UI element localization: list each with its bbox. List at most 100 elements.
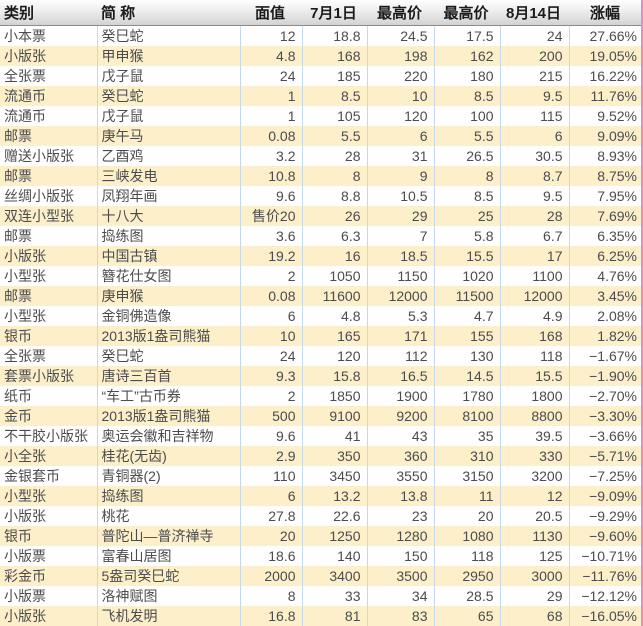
cell-category: 小型张 <box>0 306 97 326</box>
table-row: 双连小型张 十八大 售价20 26 29 25 28 7.69% <box>0 206 643 226</box>
cell-value: 43 <box>366 426 434 446</box>
cell-value: 4.76% <box>568 266 643 286</box>
column-header-6: 8月14日 <box>500 0 569 26</box>
cell-value: 168 <box>499 326 569 346</box>
cell-value: 6 <box>239 306 302 326</box>
table-row: 小版张 飞机发明 16.8 81 83 65 68 −16.05% <box>0 606 643 626</box>
cell-value: 16.22% <box>568 66 643 86</box>
cell-value: 6.35% <box>568 226 643 246</box>
cell-value: 7.95% <box>568 186 643 206</box>
cell-category: 双连小型张 <box>0 206 97 226</box>
cell-value: 83 <box>366 606 434 626</box>
cell-value: 10 <box>239 326 302 346</box>
cell-name: 2013版1盎司熊猫 <box>96 326 240 346</box>
cell-value: 20 <box>433 506 500 526</box>
cell-value: 8 <box>239 586 302 606</box>
table-row: 全张票 癸巳蛇 24 120 112 130 118 −1.67% <box>0 346 643 366</box>
table-row: 小型张 捣练图 6 13.2 13.8 11 12 −9.09% <box>0 486 643 506</box>
cell-value: −9.60% <box>568 526 643 546</box>
cell-name: 富春山居图 <box>96 546 240 566</box>
cell-category: 小版票 <box>0 586 97 606</box>
cell-value: 3.45% <box>568 286 643 306</box>
cell-value: 4.7 <box>433 306 500 326</box>
cell-value: 2.08% <box>568 306 643 326</box>
cell-value: −7.25% <box>568 466 643 486</box>
cell-category: 纸币 <box>0 386 97 406</box>
cell-value: 81 <box>301 606 367 626</box>
cell-value: 14.5 <box>433 366 500 386</box>
cell-name: 戊子鼠 <box>96 106 240 126</box>
cell-value: 6.7 <box>499 226 569 246</box>
cell-name: 戊子鼠 <box>96 66 240 86</box>
cell-value: 112 <box>366 346 434 366</box>
cell-value: 120 <box>301 346 367 366</box>
table-row: 套票小版张 唐诗三百首 9.3 15.8 16.5 14.5 15.5 −1.90% <box>0 366 643 386</box>
cell-value: 12 <box>239 25 302 46</box>
cell-value: 3150 <box>433 466 500 486</box>
cell-value: 27.8 <box>239 506 302 526</box>
cell-value: 118 <box>499 346 569 366</box>
cell-value: 4.9 <box>499 306 569 326</box>
cell-category: 银币 <box>0 526 97 546</box>
cell-category: 套票小版张 <box>0 366 97 386</box>
table-row: 邮票 三峡发电 10.8 8 9 8 8.7 8.75% <box>0 166 643 186</box>
cell-value: 6 <box>366 126 434 146</box>
cell-category: 小版张 <box>0 606 97 626</box>
cell-value: 5.5 <box>301 126 367 146</box>
cell-value: 360 <box>366 446 434 466</box>
cell-value: −1.67% <box>568 346 643 366</box>
cell-value: 68 <box>499 606 569 626</box>
cell-category: 小版张 <box>0 506 97 526</box>
cell-value: 1 <box>239 106 302 126</box>
table-row: 纸币 “车工”古币券 2 1850 1900 1780 1800 −2.70% <box>0 386 643 406</box>
column-header-3: 7月1日 <box>302 0 367 26</box>
cell-name: 金铜佛造像 <box>96 306 240 326</box>
cell-value: 8 <box>301 166 367 186</box>
cell-value: 6 <box>499 126 569 146</box>
table-row: 赠送小版张 乙酉鸡 3.2 28 31 26.5 30.5 8.93% <box>0 146 643 166</box>
cell-value: 24 <box>499 25 569 46</box>
cell-value: 3200 <box>499 466 569 486</box>
cell-category: 全张票 <box>0 346 97 366</box>
cell-value: 8800 <box>499 406 569 426</box>
cell-category: 邮票 <box>0 166 97 186</box>
cell-value: −10.71% <box>568 546 643 566</box>
cell-value: 12 <box>499 486 569 506</box>
cell-value: −9.09% <box>568 486 643 506</box>
cell-value: 9.09% <box>568 126 643 146</box>
cell-value: 105 <box>301 106 367 126</box>
cell-category: 丝绸小版张 <box>0 186 97 206</box>
cell-value: −9.29% <box>568 506 643 526</box>
cell-value: 115 <box>499 106 569 126</box>
cell-value: 31 <box>366 146 434 166</box>
cell-name: 癸巳蛇 <box>96 86 240 106</box>
cell-value: 3400 <box>301 566 367 586</box>
cell-value: 4.8 <box>301 306 367 326</box>
table-row: 银币 普陀山—普济禅寺 20 1250 1280 1080 1130 −9.60% <box>0 526 643 546</box>
cell-value: 3450 <box>301 466 367 486</box>
cell-value: 15.5 <box>499 366 569 386</box>
cell-value: 34 <box>366 586 434 606</box>
cell-value: 17 <box>499 246 569 266</box>
table-row: 小版张 甲申猴 4.8 168 198 162 200 19.05% <box>0 46 643 66</box>
cell-name: 簪花仕女图 <box>96 266 240 286</box>
cell-name: 洛神赋图 <box>96 586 240 606</box>
cell-value: 1020 <box>433 266 500 286</box>
cell-value: 100 <box>433 106 500 126</box>
cell-value: 1.82% <box>568 326 643 346</box>
cell-name: 青铜器(2) <box>96 466 240 486</box>
cell-value: 27.66% <box>568 25 643 46</box>
cell-name: 5盎司癸巳蛇 <box>96 566 240 586</box>
cell-value: 5.3 <box>366 306 434 326</box>
cell-category: 赠送小版张 <box>0 146 97 166</box>
column-header-5: 最高价 <box>434 0 500 26</box>
cell-value: 26 <box>301 206 367 226</box>
cell-value: 1080 <box>433 526 500 546</box>
cell-value: 18.6 <box>239 546 302 566</box>
cell-name: 中国古镇 <box>96 246 240 266</box>
cell-value: 500 <box>239 406 302 426</box>
cell-value: 11 <box>433 486 500 506</box>
cell-value: 1050 <box>301 266 367 286</box>
